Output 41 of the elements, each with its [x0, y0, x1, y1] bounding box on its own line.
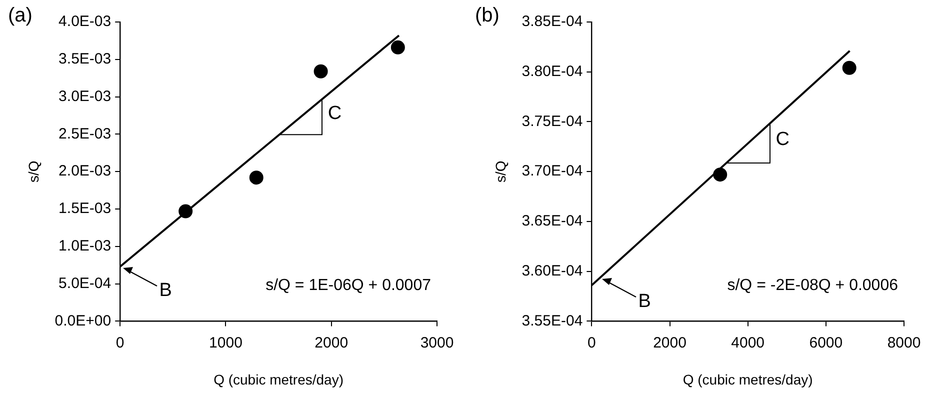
x-tick-label: 2000 — [653, 334, 686, 352]
y-tick-label: 3.5E-03 — [58, 50, 112, 68]
y-tick-label: 3.65E-04 — [522, 212, 583, 230]
annotation: C — [328, 103, 342, 126]
y-tick-label: 2.0E-03 — [58, 162, 112, 180]
y-tick-label: 3.70E-04 — [522, 162, 583, 180]
x-axis-title: Q (cubic metres/day) — [214, 371, 344, 388]
y-tick-label: 3.85E-04 — [522, 13, 583, 30]
x-tick-label: 0 — [588, 334, 596, 352]
x-tick-label: 0 — [116, 334, 124, 352]
point — [390, 40, 405, 54]
annotation: s/Q = 1E-06Q + 0.0007 — [266, 277, 431, 296]
y-tick-label: 0.0E+00 — [54, 312, 112, 330]
y-tick-label: 3.75E-04 — [522, 112, 583, 130]
y-axis-title: s/Q — [25, 160, 42, 182]
y-tick-label: 3.80E-04 — [522, 63, 583, 80]
annotation: B — [159, 280, 172, 302]
chart-title: (b) — [475, 4, 500, 27]
annotation: C — [776, 129, 790, 152]
y-tick-label: 3.0E-03 — [58, 88, 112, 105]
annotation: B — [638, 291, 651, 314]
y-tick-label: 3.60E-04 — [522, 262, 583, 280]
x-tick-label: 6000 — [809, 334, 843, 352]
y-tick-label: 1.0E-03 — [58, 238, 112, 255]
x-tick-label: 4000 — [731, 334, 765, 352]
y-tick-label: 5.0E-04 — [58, 274, 112, 292]
x-tick-label: 3000 — [420, 334, 454, 352]
x-tick-label: 8000 — [887, 334, 921, 352]
y-tick-label: 4.0E-03 — [58, 13, 112, 30]
annotation: s/Q = -2E-08Q + 0.0006 — [727, 277, 898, 296]
y-axis-title: s/Q — [492, 160, 508, 182]
x-tick-label: 1000 — [209, 334, 242, 352]
y-tick-label: 1.5E-03 — [58, 200, 112, 218]
x-tick-label: 2000 — [314, 334, 348, 352]
y-tick-label: 2.5E-03 — [58, 125, 112, 142]
chart-title: (a) — [8, 4, 32, 27]
point — [249, 170, 264, 185]
point — [314, 64, 328, 78]
point — [178, 204, 193, 218]
x-axis-title: Q (cubic metres/day) — [682, 371, 813, 388]
y-tick-label: 3.55E-04 — [522, 312, 583, 330]
